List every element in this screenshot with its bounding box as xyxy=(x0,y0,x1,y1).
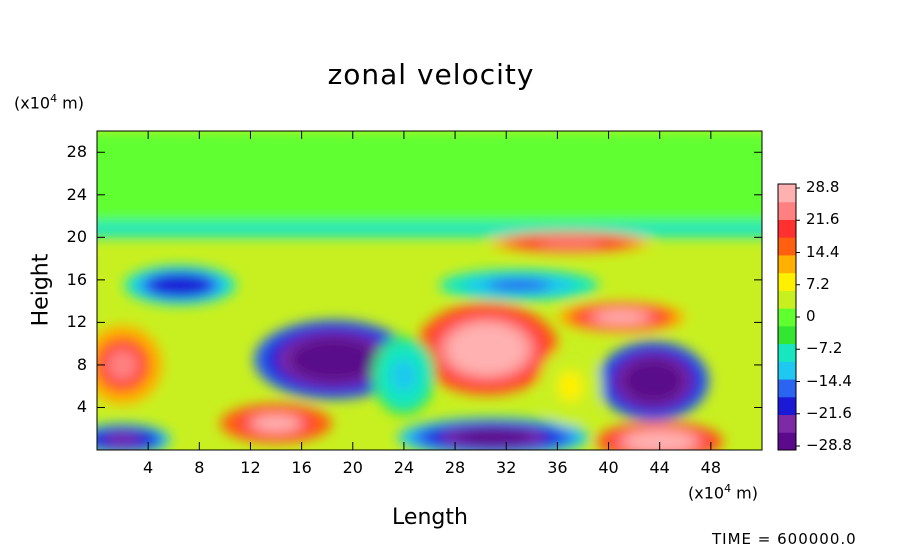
colorbar-swatch xyxy=(778,219,796,238)
colorbar-swatch xyxy=(778,272,796,291)
field-feature xyxy=(455,429,532,446)
colorbar-swatch xyxy=(778,361,796,380)
field-feature xyxy=(595,310,647,324)
x-tick-label: 20 xyxy=(342,458,363,477)
colorbar xyxy=(777,183,800,451)
colorbar-swatch xyxy=(778,414,796,433)
colorbar-swatch xyxy=(778,184,796,203)
colorbar-swatch xyxy=(778,308,796,327)
x-axis-label: Length xyxy=(392,505,468,530)
x-tick-label: 36 xyxy=(547,458,568,477)
field-feature xyxy=(487,278,551,292)
field-feature xyxy=(458,330,516,368)
field-layer xyxy=(97,221,762,238)
colorbar-swatch xyxy=(778,396,796,416)
x-tick-label: 24 xyxy=(393,458,415,477)
x-axis-unit: (x104 m) xyxy=(688,482,758,503)
colorbar-label: −21.6 xyxy=(806,403,852,422)
x-tick-label: 44 xyxy=(649,458,670,477)
y-tick-label: 12 xyxy=(66,312,87,332)
field-features xyxy=(97,131,762,450)
axis-ticks xyxy=(97,131,762,450)
field-feature xyxy=(157,277,203,294)
field-feature xyxy=(630,364,676,397)
field-feature xyxy=(301,343,366,376)
colorbar-swatch xyxy=(778,379,796,398)
x-tick-label: 12 xyxy=(240,458,261,477)
y-tick-label: 20 xyxy=(66,227,87,247)
plot-frame xyxy=(96,130,763,451)
colorbar-swatch xyxy=(778,432,796,451)
field-feature xyxy=(634,433,686,450)
colorbar-swatch xyxy=(778,343,796,362)
colorbar-label: 14.4 xyxy=(806,242,840,261)
x-tick-label: 48 xyxy=(700,458,722,477)
field-feature xyxy=(253,415,299,432)
field-feature xyxy=(391,359,417,392)
colorbar-swatch xyxy=(778,237,796,256)
y-tick-label: 24 xyxy=(66,184,87,204)
y-tick-label: 16 xyxy=(66,269,87,289)
colorbar-label: 7.2 xyxy=(806,274,830,293)
colorbar-label: −14.4 xyxy=(806,371,852,390)
field-layer xyxy=(97,131,762,222)
colorbar-label: 0 xyxy=(806,307,816,325)
field-feature xyxy=(557,370,583,403)
colorbar-swatch xyxy=(778,290,796,309)
x-tick-label: 32 xyxy=(496,458,517,477)
colorbar-label: 28.8 xyxy=(806,178,840,196)
y-tick-label: 4 xyxy=(76,397,87,417)
field-feature xyxy=(538,238,603,247)
colorbar-swatch xyxy=(778,201,796,220)
x-tick-label: 40 xyxy=(598,458,619,477)
colorbar-label: 21.6 xyxy=(806,210,840,229)
x-tick-label: 8 xyxy=(194,458,205,477)
y-tick-label: 28 xyxy=(66,142,87,162)
chart-title: zonal velocity xyxy=(327,58,535,91)
x-tick-label: 16 xyxy=(291,458,312,477)
colorbar-label: −28.8 xyxy=(806,436,852,454)
velocity-field xyxy=(97,131,762,450)
field-feature xyxy=(103,432,142,446)
colorbar-swatch xyxy=(778,325,796,345)
x-tick-label: 4 xyxy=(143,458,154,477)
field-feature xyxy=(106,348,139,381)
colorbar-swatch xyxy=(778,254,796,274)
colorbar-label: −7.2 xyxy=(806,339,843,358)
x-tick-label: 28 xyxy=(444,458,466,477)
y-tick-label: 8 xyxy=(76,354,87,374)
y-axis-unit: (x104 m) xyxy=(14,92,84,113)
